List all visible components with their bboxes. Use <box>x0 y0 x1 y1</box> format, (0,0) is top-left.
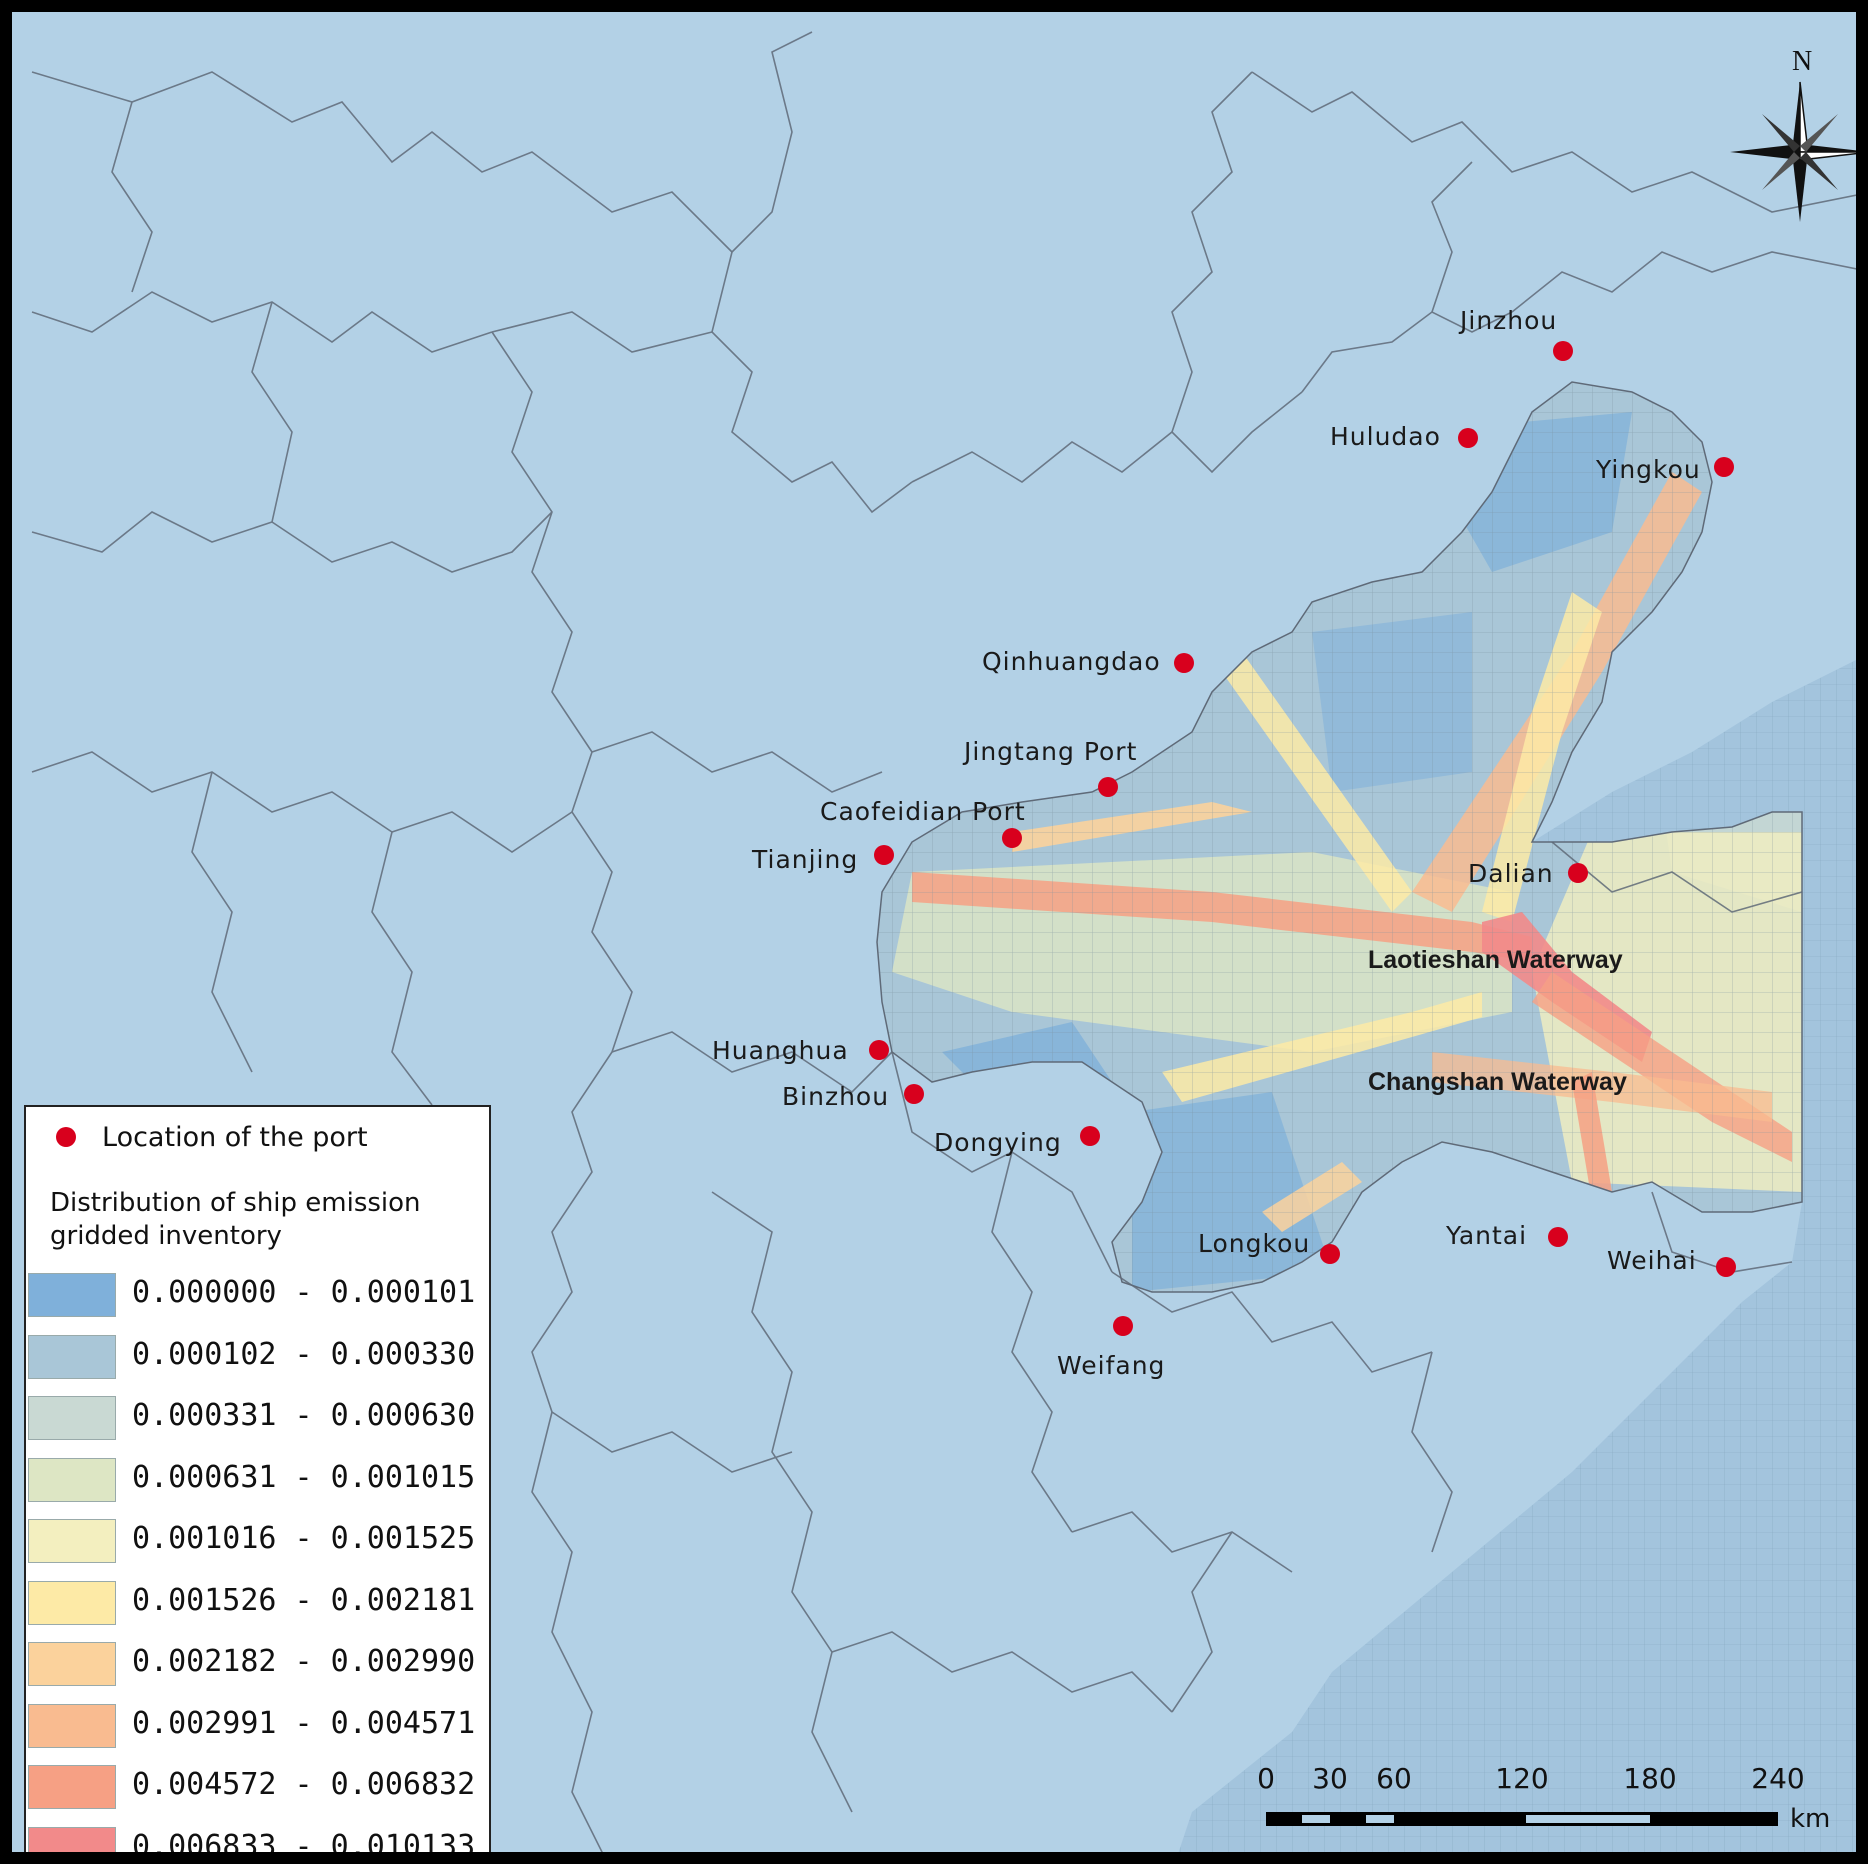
port-marker-qinhuangdao[interactable] <box>1174 653 1194 673</box>
scale-tick-120: 120 <box>1495 1762 1549 1795</box>
scale-tick-30: 30 <box>1312 1762 1348 1795</box>
scale-tick-0: 0 <box>1257 1762 1275 1795</box>
legend-swatch <box>28 1273 116 1317</box>
port-label-tianjing: Tianjing <box>751 845 858 874</box>
port-label-jinzhou: Jinzhou <box>1458 306 1557 335</box>
port-label-huanghua: Huanghua <box>712 1036 849 1065</box>
scale-unit: km <box>1790 1804 1831 1834</box>
north-label: N <box>1792 46 1812 77</box>
port-marker-jinzhou[interactable] <box>1553 341 1573 361</box>
legend-class-label: 0.000331 - 0.000630 <box>132 1398 476 1433</box>
legend-swatch <box>28 1457 116 1502</box>
port-marker-weifang[interactable] <box>1113 1316 1133 1336</box>
legend-class-label: 0.000000 - 0.000101 <box>132 1275 476 1310</box>
port-marker-huludao[interactable] <box>1458 428 1478 448</box>
port-marker-yingkou[interactable] <box>1714 457 1734 477</box>
scale-bar-graphic <box>1266 1812 1778 1826</box>
scale-tick-180: 180 <box>1623 1762 1677 1795</box>
port-label-longkou: Longkou <box>1198 1229 1310 1258</box>
legend-class-row: 0.000631 - 0.001015 <box>28 1456 491 1506</box>
legend-swatch <box>28 1765 116 1809</box>
port-label-jingtang: Jingtang Port <box>962 737 1137 766</box>
scale-tick-60: 60 <box>1376 1762 1412 1795</box>
port-label-weifang: Weifang <box>1057 1351 1165 1380</box>
port-label-caofeidian: Caofeidian Port <box>820 797 1026 826</box>
legend-class-label: 0.001016 - 0.001525 <box>132 1521 476 1556</box>
port-marker-binzhou[interactable] <box>904 1084 924 1104</box>
map-legend: Location of the port Distribution of shi… <box>24 1105 491 1864</box>
legend-class-label: 0.002991 - 0.004571 <box>132 1705 476 1741</box>
legend-class-row: 0.006833 - 0.010133 <box>28 1825 491 1864</box>
legend-swatch <box>28 1519 116 1563</box>
legend-class-row: 0.002991 - 0.004571 <box>28 1702 491 1752</box>
legend-title: Distribution of ship emission gridded in… <box>50 1188 421 1251</box>
port-label-dongying: Dongying <box>934 1128 1062 1157</box>
port-label-yantai: Yantai <box>1445 1221 1527 1250</box>
port-label-qinhuangdao: Qinhuangdao <box>982 647 1161 676</box>
port-marker-yantai[interactable] <box>1548 1227 1568 1247</box>
port-marker-huanghua[interactable] <box>869 1040 889 1060</box>
port-marker-longkou[interactable] <box>1320 1244 1340 1264</box>
port-marker-weihai[interactable] <box>1716 1257 1736 1277</box>
port-marker-tianjing[interactable] <box>874 845 894 865</box>
port-labels: Jinzhou Huludao Yingkou Qinhuangdao Jing… <box>712 306 1701 1380</box>
waterway-label-changshan: Changshan Waterway <box>1368 1068 1627 1096</box>
waterway-label-laotieshan: Laotieshan Waterway <box>1368 946 1623 974</box>
port-label-binzhou: Binzhou <box>782 1082 889 1111</box>
legend-class-row: 0.001016 - 0.001525 <box>28 1517 491 1567</box>
port-label-weihai: Weihai <box>1607 1246 1697 1275</box>
port-markers <box>869 341 1736 1336</box>
legend-class-label: 0.000102 - 0.000330 <box>132 1336 476 1372</box>
scale-bar: 0 30 60 120 180 240 km <box>1252 1762 1852 1842</box>
map-canvas[interactable]: Jinzhou Huludao Yingkou Qinhuangdao Jing… <box>12 12 1868 1864</box>
legend-class-label: 0.000631 - 0.001015 <box>132 1459 476 1495</box>
legend-swatch <box>28 1703 116 1748</box>
scale-tick-240: 240 <box>1751 1762 1805 1795</box>
legend-class-row: 0.002182 - 0.002990 <box>28 1640 491 1690</box>
port-dot-icon <box>56 1127 76 1147</box>
legend-class-label: 0.004572 - 0.006832 <box>132 1767 476 1802</box>
legend-swatch <box>28 1580 116 1625</box>
north-arrow-icon: N <box>1730 46 1856 222</box>
port-marker-dongying[interactable] <box>1080 1126 1100 1146</box>
port-marker-dalian[interactable] <box>1568 863 1588 883</box>
legend-class-label: 0.001526 - 0.002181 <box>132 1582 476 1618</box>
legend-class-row: 0.000102 - 0.000330 <box>28 1333 491 1383</box>
legend-swatch <box>28 1334 116 1379</box>
port-marker-jingtang[interactable] <box>1098 777 1118 797</box>
port-label-dalian: Dalian <box>1468 859 1554 888</box>
legend-class-row: 0.004572 - 0.006832 <box>28 1763 491 1813</box>
legend-swatch <box>28 1826 116 1852</box>
legend-class-label: 0.006833 - 0.010133 <box>132 1828 476 1864</box>
port-label-yingkou: Yingkou <box>1595 455 1701 484</box>
legend-swatch <box>28 1642 116 1686</box>
legend-swatch <box>28 1396 116 1440</box>
legend-class-row: 0.000331 - 0.000630 <box>28 1394 491 1444</box>
legend-port-label: Location of the port <box>102 1121 368 1153</box>
legend-class-row: 0.001526 - 0.002181 <box>28 1579 491 1629</box>
port-marker-caofeidian[interactable] <box>1002 828 1022 848</box>
legend-port-entry: Location of the port <box>56 1117 368 1157</box>
legend-class-label: 0.002182 - 0.002990 <box>132 1644 476 1679</box>
legend-class-row: 0.000000 - 0.000101 <box>28 1271 491 1321</box>
province-boundaries <box>31 31 1856 1852</box>
port-label-huludao: Huludao <box>1330 422 1441 451</box>
